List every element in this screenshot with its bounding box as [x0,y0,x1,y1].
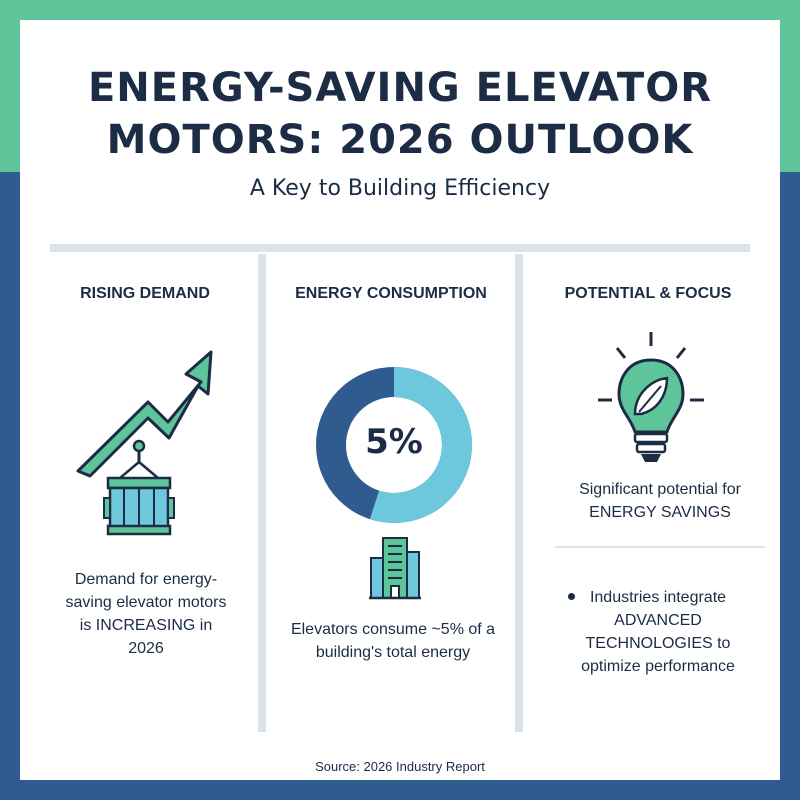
elevator-car-icon [103,439,175,536]
energy-consumption-heading: ENERGY CONSUMPTION [295,285,487,302]
energy-consumption-text: Elevators consume ~5% of a building's to… [290,621,496,661]
percent-label: 5% [365,422,423,462]
industries-bullet-text: Industries integrate ADVANCED TECHNOLOGI… [581,589,735,675]
potential-text-line-1: Significant potential for [579,481,741,498]
column-divider-right [515,254,523,732]
page-title: ENERGY-SAVING ELEVATOR MOTORS: 2026 OUTL… [20,62,780,166]
trend-arrow-icon [76,350,213,478]
column3-separator [555,546,765,548]
building-icon [369,537,421,600]
infographic-card: ENERGY-SAVING ELEVATOR MOTORS: 2026 OUTL… [20,20,780,780]
column-divider-left [258,254,266,732]
title-line-2: MOTORS: 2026 OUTLOOK [106,117,694,163]
potential-text: Significant potential for ENERGY SAVINGS [542,478,778,524]
title-line-1: ENERGY-SAVING ELEVATOR [87,65,712,111]
rising-demand-heading: RISING DEMAND [80,285,210,302]
header-divider [50,244,750,252]
lightbulb-leaf-icon [598,332,704,462]
bullet-icon [568,593,575,600]
source-note: Source: 2026 Industry Report [315,759,485,774]
donut-chart-icon [316,367,472,523]
rising-demand-text: Demand for energy-saving elevator motors… [65,571,227,657]
subtitle: A Key to Building Efficiency [249,176,551,201]
potential-focus-heading: POTENTIAL & FOCUS [564,285,732,302]
potential-text-line-2: ENERGY SAVINGS [589,504,731,521]
